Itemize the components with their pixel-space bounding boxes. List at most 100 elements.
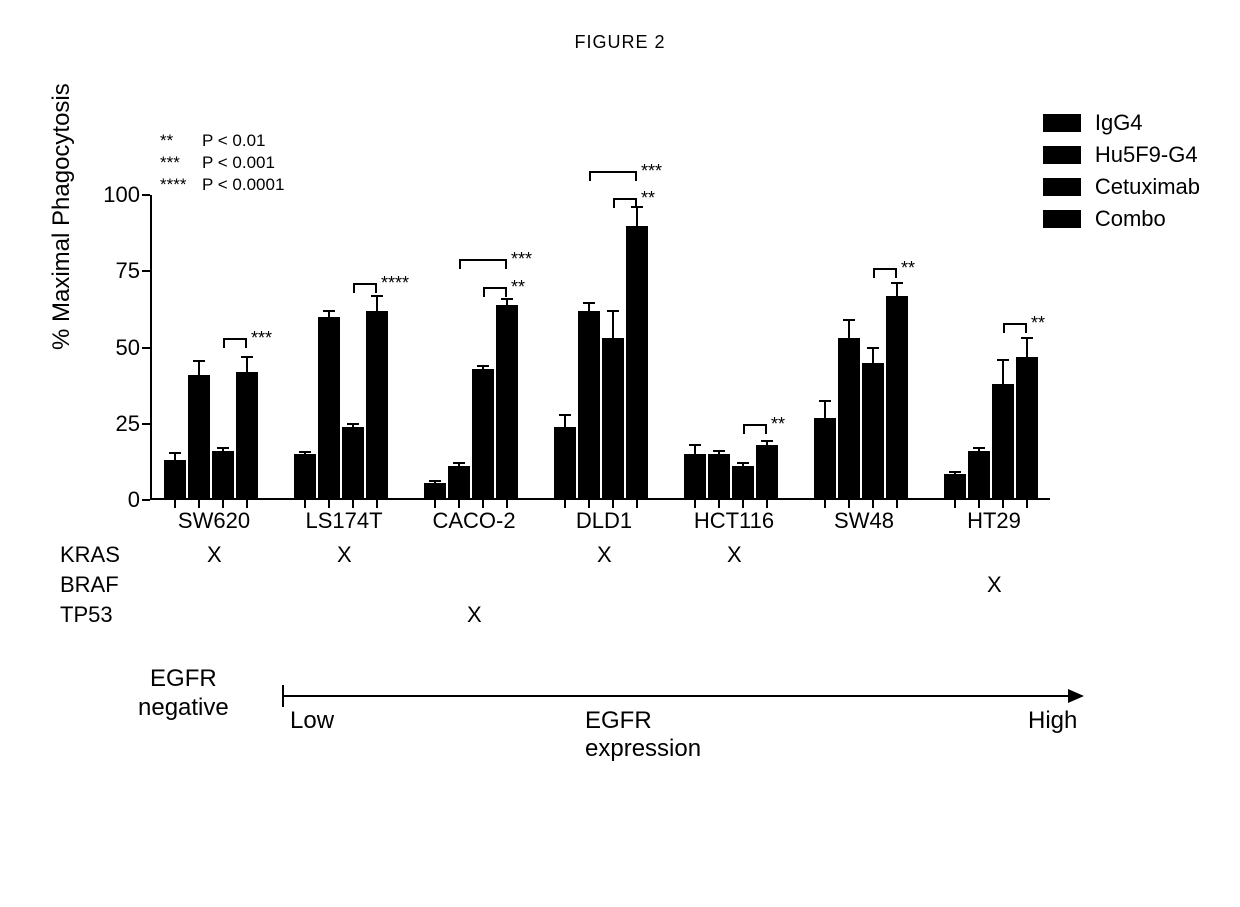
- legend-label: Hu5F9-G4: [1095, 142, 1198, 168]
- bar-group: DLD1: [548, 195, 660, 500]
- bar: [318, 317, 340, 500]
- x-tick: [612, 500, 614, 508]
- sig-bracket-v: [353, 283, 355, 293]
- bar: [1016, 357, 1038, 500]
- legend-label: Cetuximab: [1095, 174, 1200, 200]
- error-cap: [559, 414, 571, 416]
- legend-label: IgG4: [1095, 110, 1143, 136]
- sig-stars: ***: [641, 161, 662, 182]
- mutation-row-label: BRAF: [60, 572, 119, 598]
- error-cap: [193, 360, 205, 362]
- pvalue-legend-line: ****P < 0.0001: [160, 174, 284, 196]
- group-label: LS174T: [288, 508, 400, 534]
- bar: [496, 305, 518, 500]
- sig-bracket-v: [223, 338, 225, 348]
- bar: [554, 427, 576, 500]
- bar: [862, 363, 884, 500]
- error-bar: [588, 303, 590, 311]
- group-label: HT29: [938, 508, 1050, 534]
- sig-stars: ***: [251, 328, 272, 349]
- x-tick: [978, 500, 980, 508]
- x-tick: [304, 500, 306, 508]
- x-tick: [198, 500, 200, 508]
- pvalue-legend-line: **P < 0.01: [160, 130, 284, 152]
- sig-stars: **: [901, 258, 915, 279]
- legend-item: Combo: [1043, 206, 1200, 232]
- y-tick-label: 50: [90, 335, 140, 361]
- error-cap: [761, 440, 773, 442]
- error-cap: [819, 400, 831, 402]
- sig-bracket-h: [589, 171, 637, 173]
- legend-item: IgG4: [1043, 110, 1200, 136]
- bar: [944, 474, 966, 500]
- bar: [756, 445, 778, 500]
- bar-group: HT29: [938, 195, 1050, 500]
- pvalue-legend-line: ***P < 0.001: [160, 152, 284, 174]
- bar: [164, 460, 186, 500]
- sig-bracket-v: [483, 287, 485, 297]
- error-cap: [713, 450, 725, 452]
- error-bar: [246, 357, 248, 372]
- error-cap: [1021, 337, 1033, 339]
- bar: [472, 369, 494, 500]
- error-cap: [217, 447, 229, 449]
- mutation-mark: X: [467, 602, 482, 628]
- y-tick-label: 0: [90, 487, 140, 513]
- error-bar: [1002, 360, 1004, 384]
- sig-bracket-h: [223, 338, 247, 340]
- sig-bracket-v: [245, 338, 247, 348]
- bar: [968, 451, 990, 500]
- bar: [236, 372, 258, 500]
- x-tick: [636, 500, 638, 508]
- bar: [684, 454, 706, 500]
- error-bar: [824, 401, 826, 418]
- x-tick: [694, 500, 696, 508]
- sig-bracket-v: [743, 424, 745, 434]
- error-cap: [891, 282, 903, 284]
- sig-stars: **: [641, 188, 655, 209]
- bar: [992, 384, 1014, 500]
- bar: [626, 226, 648, 501]
- error-cap: [737, 462, 749, 464]
- error-bar: [174, 453, 176, 461]
- bar: [188, 375, 210, 500]
- mutation-row-label: TP53: [60, 602, 113, 628]
- egfr-axis-label: EGFR expression: [585, 707, 701, 763]
- y-axis-line: [150, 195, 152, 500]
- x-tick: [742, 500, 744, 508]
- y-tick-label: 75: [90, 258, 140, 284]
- x-tick: [434, 500, 436, 508]
- x-tick: [506, 500, 508, 508]
- bar: [886, 296, 908, 500]
- bar-group: CACO-2: [418, 195, 530, 500]
- error-bar: [848, 320, 850, 338]
- group-label: DLD1: [548, 508, 660, 534]
- egfr-negative-label: EGFRnegative: [138, 665, 229, 723]
- error-cap: [299, 451, 311, 453]
- y-axis-title: % Maximal Phagocytosis: [48, 83, 76, 350]
- legend-swatch: [1043, 210, 1081, 228]
- mutation-mark: X: [727, 542, 742, 568]
- bar: [814, 418, 836, 500]
- error-bar: [636, 207, 638, 225]
- sig-bracket-h: [483, 287, 507, 289]
- group-label: SW48: [808, 508, 920, 534]
- x-tick: [482, 500, 484, 508]
- mutation-mark: X: [597, 542, 612, 568]
- sig-stars: **: [1031, 313, 1045, 334]
- bar: [578, 311, 600, 500]
- x-tick: [1026, 500, 1028, 508]
- error-cap: [501, 298, 513, 300]
- legend: IgG4 Hu5F9-G4 Cetuximab Combo: [1043, 110, 1200, 238]
- error-cap: [453, 462, 465, 464]
- sig-bracket-v: [505, 287, 507, 297]
- bar-group: HCT116: [678, 195, 790, 500]
- x-tick: [896, 500, 898, 508]
- error-cap: [347, 423, 359, 425]
- x-tick: [824, 500, 826, 508]
- sig-stars: ***: [511, 249, 532, 270]
- bar: [448, 466, 470, 500]
- legend-item: Hu5F9-G4: [1043, 142, 1200, 168]
- error-cap: [429, 480, 441, 482]
- group-label: SW620: [158, 508, 270, 534]
